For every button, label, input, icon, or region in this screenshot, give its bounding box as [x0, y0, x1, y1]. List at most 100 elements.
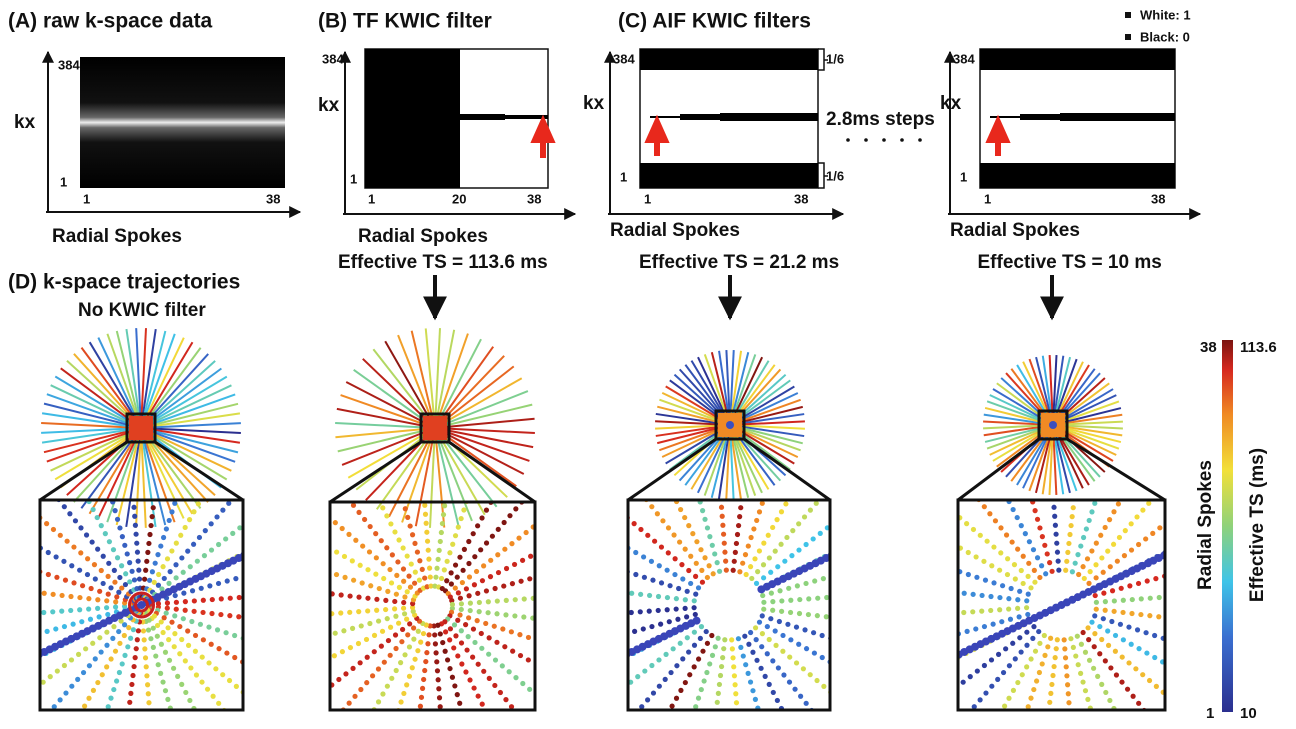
k-sample — [97, 589, 102, 594]
k-sample — [440, 521, 445, 526]
k-sample — [504, 598, 509, 603]
k-sample — [1101, 570, 1106, 575]
k-sample — [674, 663, 679, 668]
k-sample — [999, 619, 1004, 624]
k-sample — [19, 658, 27, 666]
k-sample — [1055, 637, 1060, 642]
k-sample — [696, 656, 701, 661]
k-sample — [360, 543, 365, 548]
k-sample — [1107, 517, 1112, 522]
tick-label: 384 — [58, 57, 80, 72]
k-sample — [1087, 518, 1092, 523]
k-sample — [1017, 635, 1022, 640]
k-sample — [1023, 531, 1028, 536]
k-sample — [655, 511, 660, 516]
k-sample — [188, 564, 193, 569]
k-sample — [997, 595, 1002, 600]
k-sample — [264, 673, 269, 678]
k-sample — [692, 605, 697, 610]
k-sample — [704, 629, 709, 634]
k-sample — [181, 616, 186, 621]
k-sample — [1129, 521, 1134, 526]
k-sample — [83, 646, 88, 651]
axis-label: Radial Spokes — [52, 226, 182, 247]
k-sample — [475, 523, 480, 528]
k-sample — [161, 630, 166, 635]
k-sample — [174, 607, 179, 612]
k-sample — [1108, 564, 1113, 569]
k-sample — [368, 481, 373, 486]
k-sample — [452, 622, 457, 627]
k-sample — [233, 576, 238, 581]
k-sample — [155, 552, 160, 557]
axis-label: kx — [940, 93, 962, 114]
k-sample — [213, 666, 218, 671]
k-sample — [268, 566, 273, 571]
k-sample — [111, 547, 116, 552]
k-sample — [1119, 586, 1124, 591]
k-sample — [761, 575, 766, 580]
k-sample — [404, 617, 409, 622]
k-sample — [144, 673, 149, 678]
k-sample — [350, 626, 355, 631]
k-sample — [200, 654, 205, 659]
k-sample — [223, 630, 228, 635]
axis-label: kx — [583, 93, 605, 114]
k-sample — [409, 561, 414, 566]
k-sample — [468, 601, 473, 606]
colorbar-tick: 38 — [1200, 339, 1217, 356]
k-sample — [445, 657, 450, 662]
k-sample — [575, 621, 580, 626]
k-sample — [659, 580, 664, 585]
k-sample — [692, 664, 697, 669]
k-sample — [69, 684, 74, 689]
k-sample — [259, 569, 264, 574]
k-sample — [54, 575, 59, 580]
k-sample — [696, 696, 701, 701]
k-sample — [256, 668, 261, 673]
k-sample — [779, 509, 784, 514]
k-sample — [784, 535, 789, 540]
k-sample — [29, 566, 34, 571]
k-sample — [350, 666, 355, 671]
k-sample — [606, 658, 614, 666]
k-sample — [447, 550, 452, 555]
k-sample — [447, 637, 452, 642]
k-sample — [686, 568, 691, 573]
k-sample — [192, 609, 197, 614]
k-sample — [512, 562, 517, 567]
k-sample — [169, 509, 174, 514]
k-sample — [790, 528, 795, 533]
k-sample — [179, 555, 184, 560]
k-sample — [63, 578, 68, 583]
k-sample — [405, 553, 410, 558]
k-sample — [51, 592, 56, 597]
k-sample — [545, 513, 550, 518]
k-sample — [79, 619, 84, 624]
k-sample — [1019, 523, 1024, 528]
k-sample — [408, 523, 413, 528]
k-sample — [658, 622, 663, 627]
k-sample — [1123, 528, 1128, 533]
tick-label: 384 — [953, 51, 975, 66]
k-sample — [219, 596, 224, 601]
k-sample — [484, 540, 489, 545]
k-sample — [1064, 673, 1069, 678]
k-sample — [1024, 598, 1029, 603]
k-sample — [729, 637, 734, 642]
k-sample — [1020, 672, 1025, 677]
k-sample — [1002, 491, 1007, 496]
k-sample — [392, 529, 397, 534]
k-sample — [311, 612, 316, 617]
k-sample — [1053, 655, 1058, 660]
k-sample — [401, 545, 406, 550]
k-sample — [220, 672, 225, 677]
k-sample — [315, 635, 320, 640]
k-sample — [379, 538, 384, 543]
k-sample — [520, 558, 525, 563]
k-sample — [638, 527, 643, 532]
k-sample — [412, 541, 417, 546]
k-sample — [183, 599, 188, 604]
k-sample — [188, 665, 193, 670]
k-sample — [1130, 597, 1135, 602]
